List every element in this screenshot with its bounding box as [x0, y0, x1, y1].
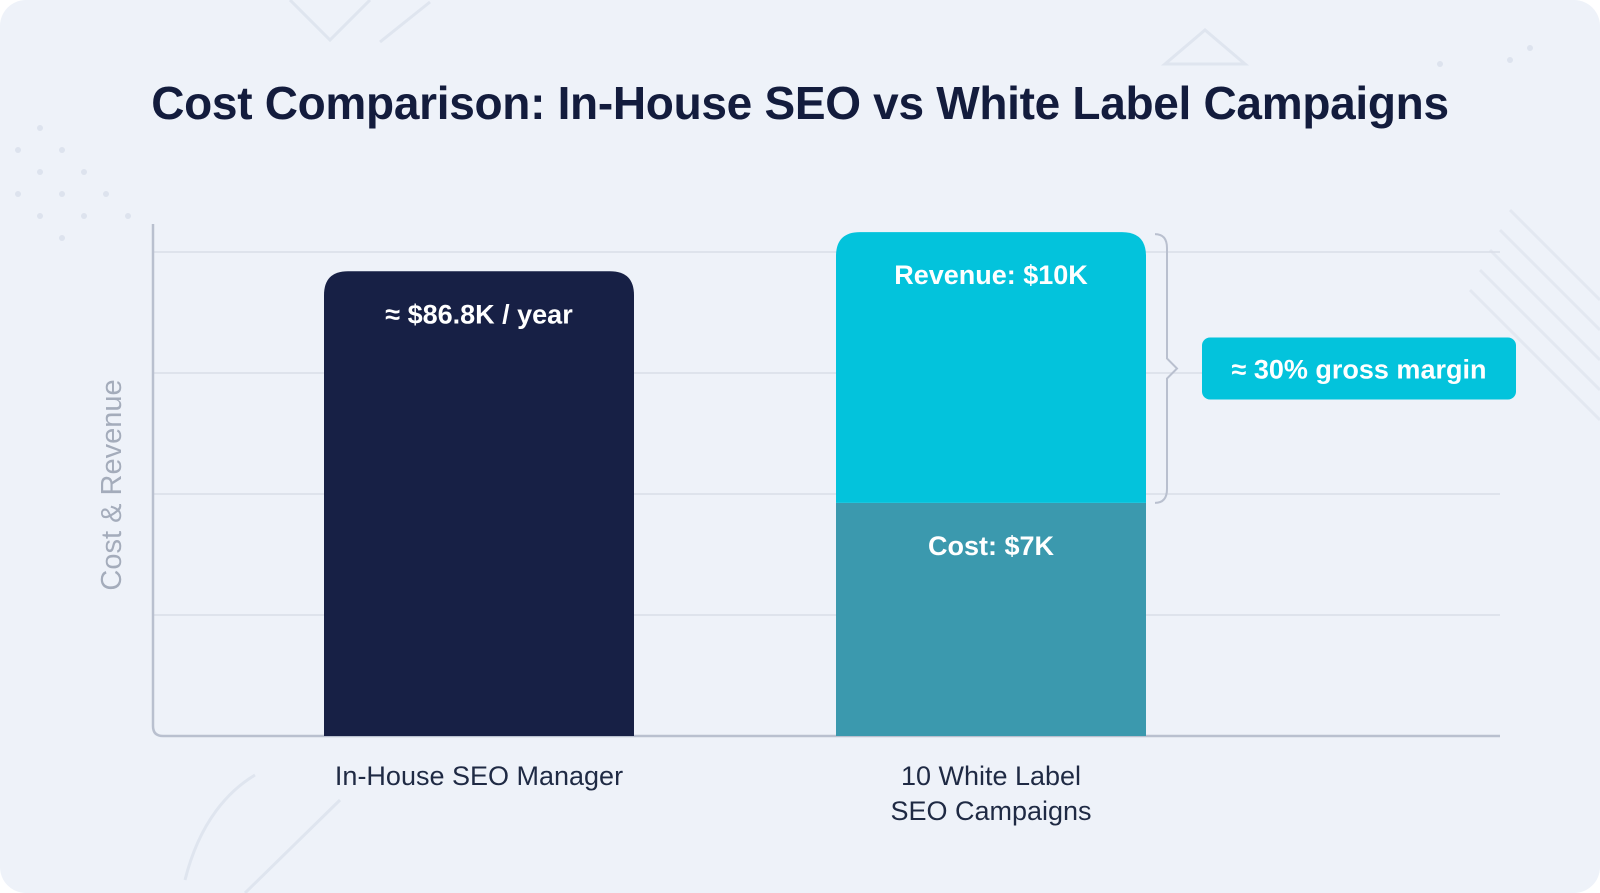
bar-segment-inhouse: [324, 271, 634, 736]
bar-value-label: Cost: $7K: [928, 531, 1055, 561]
category-label: In-House SEO Manager: [335, 761, 623, 791]
y-axis-label: Cost & Revenue: [96, 379, 128, 590]
category-label: 10 White Label: [901, 761, 1081, 791]
category-label: SEO Campaigns: [890, 796, 1091, 826]
hatch-pattern: [1468, 208, 1600, 422]
bar-value-label: ≈ $86.8K / year: [385, 299, 573, 329]
margin-annotation-text: ≈ 30% gross margin: [1232, 355, 1487, 385]
dot-pattern: [15, 45, 1533, 241]
axis-lines: [151, 224, 1500, 738]
bar-value-label: Revenue: $10K: [894, 260, 1088, 290]
chart-title: Cost Comparison: In-House SEO vs White L…: [151, 77, 1449, 129]
margin-bracket: [1154, 233, 1179, 504]
bar-segment-revenue: [836, 232, 1146, 503]
bar-segment-cost: [836, 502, 1146, 736]
margin-annotation-box: [1202, 337, 1516, 400]
